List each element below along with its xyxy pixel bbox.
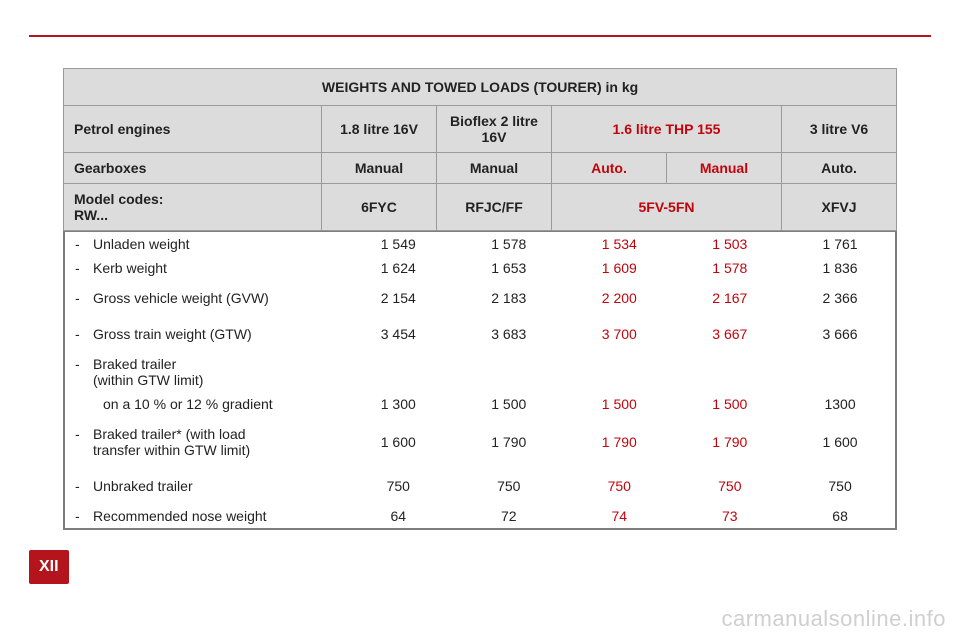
row-value: 72	[454, 504, 565, 529]
hdr-codes-l1: Model codes:	[74, 191, 163, 207]
table-title-row: WEIGHTS AND TOWED LOADS (TOURER) in kg	[64, 69, 897, 106]
row-value: 1 790	[454, 416, 565, 468]
row-value: 2 366	[785, 280, 896, 316]
row-value: 750	[675, 468, 786, 504]
hdr-engine-1: 1.8 litre 16V	[322, 106, 437, 153]
hdr-gb-1: Manual	[322, 153, 437, 184]
row-value: 3 667	[675, 316, 786, 352]
row-label: on a 10 % or 12 % gradient	[65, 392, 344, 416]
row-value: 1 790	[564, 416, 675, 468]
row-value: 68	[785, 504, 896, 529]
row-value: 1 600	[785, 416, 896, 468]
hdr-gb-4: Manual	[667, 153, 782, 184]
row-value: 2 154	[343, 280, 454, 316]
row-value: 1 503	[675, 232, 786, 257]
header-row-codes: Model codes: RW... 6FYC RFJC/FF 5FV-5FN …	[64, 184, 897, 231]
row-value: 2 200	[564, 280, 675, 316]
row-value: 1 534	[564, 232, 675, 257]
hdr-code-4: XFVJ	[782, 184, 897, 231]
row-label: -Braked trailer* (with loadtransfer with…	[65, 416, 344, 468]
hdr-model-codes: Model codes: RW...	[64, 184, 322, 231]
row-label: -Braked trailer(within GTW limit)	[65, 352, 344, 392]
hdr-petrol-engines: Petrol engines	[64, 106, 322, 153]
row-value: 74	[564, 504, 675, 529]
row-value: 1 624	[343, 256, 454, 280]
row-value: 3 700	[564, 316, 675, 352]
table-row: -Gross vehicle weight (GVW)2 1542 1832 2…	[65, 280, 896, 316]
table-row: -Unbraked trailer750750750750750	[65, 468, 896, 504]
spec-table-body: -Unladen weight1 5491 5781 5341 5031 761…	[64, 231, 896, 529]
row-value: 3 454	[343, 316, 454, 352]
row-value: 1 790	[675, 416, 786, 468]
row-value: 2 167	[675, 280, 786, 316]
row-value: 750	[564, 468, 675, 504]
table-row: -Braked trailer* (with loadtransfer with…	[65, 416, 896, 468]
header-row-gearboxes: Gearboxes Manual Manual Auto. Manual Aut…	[64, 153, 897, 184]
row-value: 1 549	[343, 232, 454, 257]
row-value	[564, 352, 675, 392]
row-value: 3 683	[454, 316, 565, 352]
row-value: 1 500	[454, 392, 565, 416]
spec-table: WEIGHTS AND TOWED LOADS (TOURER) in kg P…	[63, 68, 897, 530]
table-row: -Recommended nose weight6472747368	[65, 504, 896, 529]
row-value	[454, 352, 565, 392]
hdr-engine-2: Bioflex 2 litre 16V	[437, 106, 552, 153]
row-value: 1 500	[564, 392, 675, 416]
page: WEIGHTS AND TOWED LOADS (TOURER) in kg P…	[0, 0, 960, 640]
row-label: -Kerb weight	[65, 256, 344, 280]
row-value: 1 836	[785, 256, 896, 280]
hdr-code-3: 5FV-5FN	[552, 184, 782, 231]
row-value: 73	[675, 504, 786, 529]
row-label: -Gross vehicle weight (GVW)	[65, 280, 344, 316]
row-value	[675, 352, 786, 392]
row-value: 1300	[785, 392, 896, 416]
hdr-code-2: RFJC/FF	[437, 184, 552, 231]
row-value: 1 600	[343, 416, 454, 468]
hdr-engine-4: 3 litre V6	[782, 106, 897, 153]
row-value: 1 500	[675, 392, 786, 416]
row-value: 1 578	[675, 256, 786, 280]
header-row-engines: Petrol engines 1.8 litre 16V Bioflex 2 l…	[64, 106, 897, 153]
row-label: -Unladen weight	[65, 232, 344, 257]
hdr-gearboxes: Gearboxes	[64, 153, 322, 184]
row-value: 1 300	[343, 392, 454, 416]
row-value	[343, 352, 454, 392]
row-value: 750	[454, 468, 565, 504]
row-label: -Gross train weight (GTW)	[65, 316, 344, 352]
hdr-engine-3: 1.6 litre THP 155	[552, 106, 782, 153]
body-row: -Unladen weight1 5491 5781 5341 5031 761…	[64, 231, 897, 530]
table-row: -Unladen weight1 5491 5781 5341 5031 761	[65, 232, 896, 257]
row-value: 1 609	[564, 256, 675, 280]
row-value: 2 183	[454, 280, 565, 316]
hdr-code-1: 6FYC	[322, 184, 437, 231]
table-row: -Braked trailer(within GTW limit)	[65, 352, 896, 392]
row-value: 750	[343, 468, 454, 504]
row-value: 3 666	[785, 316, 896, 352]
table-row: on a 10 % or 12 % gradient1 3001 5001 50…	[65, 392, 896, 416]
row-value: 1 653	[454, 256, 565, 280]
row-label: -Recommended nose weight	[65, 504, 344, 529]
row-label: -Unbraked trailer	[65, 468, 344, 504]
chapter-badge: XII	[29, 550, 69, 584]
watermark-text: carmanualsonline.info	[721, 606, 946, 632]
row-value: 1 761	[785, 232, 896, 257]
table-row: -Kerb weight1 6241 6531 6091 5781 836	[65, 256, 896, 280]
row-value: 1 578	[454, 232, 565, 257]
row-value	[785, 352, 896, 392]
top-rule	[29, 35, 931, 37]
row-value: 64	[343, 504, 454, 529]
hdr-gb-3: Auto.	[552, 153, 667, 184]
hdr-gb-2: Manual	[437, 153, 552, 184]
hdr-gb-5: Auto.	[782, 153, 897, 184]
table-row: -Gross train weight (GTW)3 4543 6833 700…	[65, 316, 896, 352]
table-title: WEIGHTS AND TOWED LOADS (TOURER) in kg	[64, 69, 897, 106]
row-value: 750	[785, 468, 896, 504]
spec-table-wrap: WEIGHTS AND TOWED LOADS (TOURER) in kg P…	[63, 68, 897, 530]
hdr-codes-l2: RW...	[74, 207, 108, 223]
